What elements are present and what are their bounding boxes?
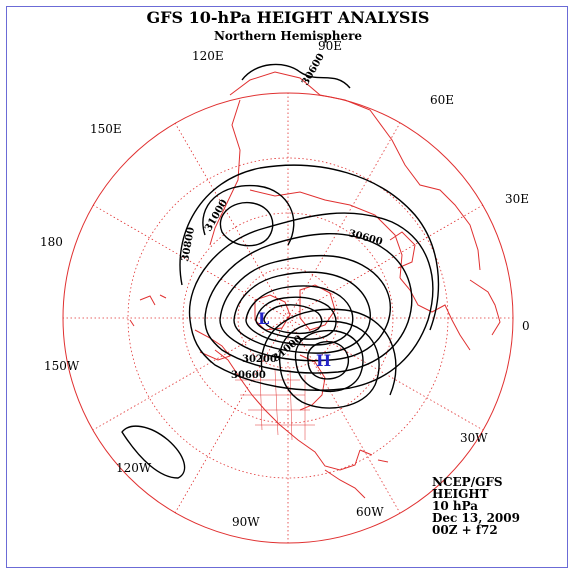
coast-scandinavia bbox=[389, 231, 416, 269]
longitude-labels: 90E 60E 30E 0 30W 60W 90W 120W 150W 180 … bbox=[40, 39, 530, 529]
contour-ring-2 bbox=[204, 233, 413, 374]
coast-central-america bbox=[324, 469, 366, 499]
contour-outer-ring bbox=[188, 212, 434, 391]
contour-ring-5 bbox=[245, 285, 354, 346]
meridian-60w bbox=[287, 317, 401, 514]
lon-label-60e: 60E bbox=[430, 93, 454, 107]
low-pressure-marker: L bbox=[258, 309, 269, 328]
coast-north-america bbox=[214, 349, 361, 471]
info-forecast: 00Z + f72 bbox=[432, 523, 498, 537]
meridian-lines bbox=[63, 93, 513, 543]
lon-label-150w: 150W bbox=[44, 359, 80, 373]
info-block: NCEP/GFS HEIGHT 10 hPa Dec 13, 2009 00Z … bbox=[432, 475, 520, 537]
height-contours bbox=[121, 63, 440, 479]
contour-ring-7 bbox=[263, 304, 323, 335]
contour-high-atlantic-mid bbox=[294, 329, 364, 393]
contour-pacific-low bbox=[121, 425, 186, 479]
page-frame bbox=[6, 6, 568, 568]
contour-label-30600-south: 30600 bbox=[231, 370, 266, 381]
contour-high-atlantic-outermost bbox=[260, 308, 397, 396]
coast-africa bbox=[469, 279, 501, 336]
info-date: Dec 13, 2009 bbox=[432, 511, 520, 525]
meridian-30e bbox=[287, 204, 484, 319]
coast-caribbean bbox=[359, 449, 389, 463]
info-source: NCEP/GFS bbox=[432, 475, 503, 489]
map-subtitle: Northern Hemisphere bbox=[214, 29, 362, 43]
high-pressure-marker: H bbox=[316, 351, 331, 370]
coast-greenland bbox=[299, 284, 336, 331]
coast-us-grid bbox=[235, 369, 315, 441]
meridian-150e bbox=[92, 204, 289, 319]
lon-label-180: 180 bbox=[40, 235, 63, 249]
info-level: 10 hPa bbox=[432, 499, 478, 513]
coast-asia-north bbox=[229, 71, 481, 271]
lon-label-90w: 90W bbox=[232, 515, 260, 529]
lon-label-30e: 30E bbox=[505, 192, 529, 206]
latitude-circle-inner bbox=[237, 267, 339, 369]
contour-label-30200: 30200 bbox=[242, 354, 277, 365]
coast-siberia-arctic bbox=[249, 189, 403, 279]
contour-ring-6 bbox=[255, 296, 337, 340]
contour-siberia-high bbox=[219, 201, 274, 247]
lon-label-60w: 60W bbox=[356, 505, 384, 519]
lon-label-30w: 30W bbox=[460, 431, 488, 445]
contour-ring-4 bbox=[233, 271, 371, 354]
lon-label-150e: 150E bbox=[90, 122, 122, 136]
meridian-150w bbox=[92, 317, 289, 431]
lon-label-120w: 120W bbox=[116, 461, 152, 475]
contour-high-atlantic-outer bbox=[279, 320, 380, 409]
meridian-120e bbox=[174, 122, 289, 319]
coast-aleutians bbox=[129, 294, 167, 327]
coast-asia-pacific bbox=[209, 99, 241, 246]
coast-alaska bbox=[194, 329, 231, 361]
lon-label-0: 0 bbox=[522, 319, 530, 333]
lon-label-90e: 90E bbox=[318, 39, 342, 53]
contour-high-atlantic-inner bbox=[307, 341, 350, 380]
contour-arctic-north bbox=[241, 63, 351, 89]
info-variable: HEIGHT bbox=[432, 487, 489, 501]
meridian-120w bbox=[174, 317, 289, 514]
contour-ring-3 bbox=[219, 254, 392, 362]
lon-label-120e: 120E bbox=[192, 49, 224, 63]
map-title: GFS 10-hPa HEIGHT ANALYSIS bbox=[147, 8, 430, 27]
contour-north-outer bbox=[179, 164, 440, 331]
contour-siberia-high-outer bbox=[202, 184, 295, 246]
